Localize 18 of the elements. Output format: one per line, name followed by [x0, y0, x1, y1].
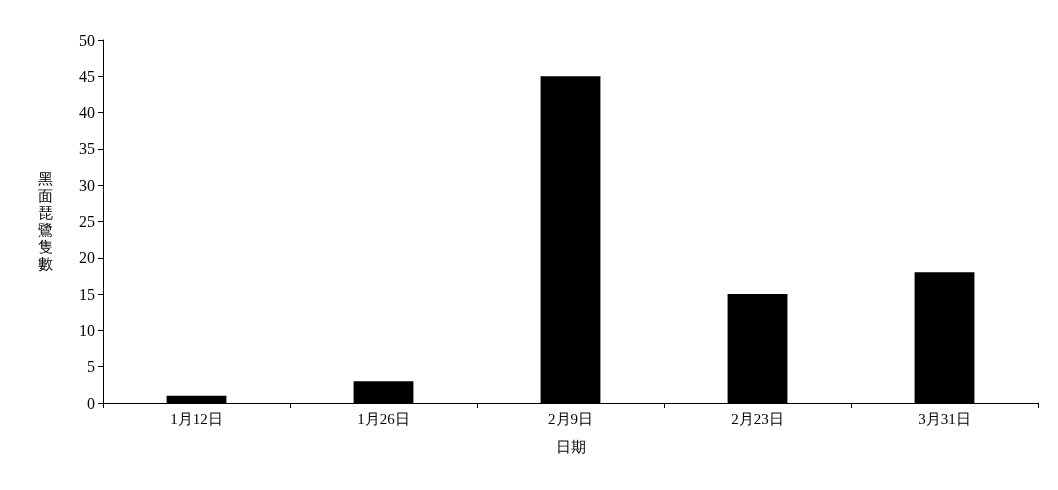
y-axis-title: 黑面琵鷺隻數	[38, 171, 53, 272]
y-tick-label: 0	[87, 394, 95, 412]
y-tick-label: 15	[79, 285, 95, 303]
y-tick-label: 20	[79, 249, 95, 267]
x-axis-title: 日期	[555, 438, 586, 455]
y-tick-label: 50	[79, 31, 95, 49]
y-tick-label: 45	[79, 67, 95, 85]
x-tick-label: 3月31日	[918, 410, 971, 427]
y-tick-label: 5	[87, 358, 95, 376]
y-tick-label: 35	[79, 140, 95, 158]
y-tick-label: 30	[79, 176, 95, 194]
y-tick-label: 10	[79, 321, 95, 339]
x-tick-label: 2月9日	[548, 410, 593, 427]
y-tick-label: 40	[79, 104, 95, 122]
x-tick-label: 1月26日	[357, 410, 410, 427]
x-tick-label: 2月23日	[731, 410, 784, 427]
y-tick-label: 25	[79, 213, 95, 230]
x-tick-label: 1月12日	[170, 410, 223, 427]
